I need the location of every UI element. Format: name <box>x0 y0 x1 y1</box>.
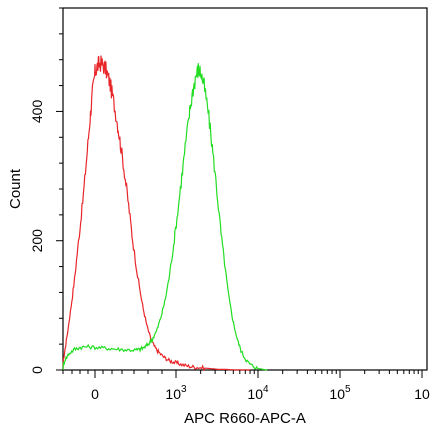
y-tick-label: 0 <box>29 366 45 374</box>
x-tick-exponent: 3 <box>181 384 187 395</box>
series-layer <box>62 55 268 372</box>
x-tick-exponent: 5 <box>345 384 351 395</box>
y-axis: 0 200 400 <box>29 7 63 374</box>
y-axis-title: Count <box>7 168 24 209</box>
x-tick-label: 104 <box>247 384 269 402</box>
histogram-series-2 <box>62 63 268 371</box>
y-tick-label: 200 <box>29 229 45 253</box>
x-axis-title: APC R660-APC-A <box>184 410 306 427</box>
plot-frame <box>62 7 428 371</box>
y-tick-label: 400 <box>29 100 45 124</box>
x-axis: 0 103 104 105 10 <box>62 370 430 402</box>
x-tick-label: 0 <box>91 386 99 402</box>
x-tick-exponent: 4 <box>263 384 269 395</box>
x-tick-label: 10 <box>414 386 430 402</box>
histogram-series-1 <box>62 55 251 372</box>
x-tick-label: 105 <box>329 384 351 402</box>
x-tick-label: 103 <box>165 384 187 402</box>
